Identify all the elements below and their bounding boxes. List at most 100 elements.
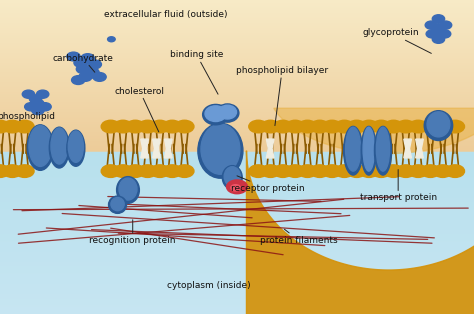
Circle shape	[150, 120, 169, 133]
Circle shape	[273, 120, 292, 133]
Ellipse shape	[117, 176, 139, 203]
Circle shape	[36, 90, 49, 98]
Circle shape	[0, 120, 9, 133]
Circle shape	[433, 120, 452, 133]
Text: phospholipid bilayer: phospholipid bilayer	[236, 66, 328, 126]
Circle shape	[335, 120, 354, 133]
Circle shape	[22, 90, 35, 98]
Circle shape	[323, 165, 342, 177]
Ellipse shape	[363, 127, 374, 171]
Ellipse shape	[109, 196, 127, 214]
Circle shape	[432, 15, 445, 23]
Ellipse shape	[376, 127, 390, 171]
Circle shape	[138, 165, 157, 177]
Circle shape	[93, 73, 106, 81]
Circle shape	[150, 165, 169, 177]
Circle shape	[32, 100, 44, 108]
Ellipse shape	[29, 126, 52, 166]
Circle shape	[76, 65, 90, 73]
Polygon shape	[141, 139, 148, 158]
Text: protein filaments: protein filaments	[260, 229, 337, 245]
Circle shape	[425, 21, 438, 29]
Polygon shape	[404, 139, 411, 158]
Circle shape	[298, 165, 317, 177]
Circle shape	[163, 165, 182, 177]
Circle shape	[298, 120, 317, 133]
Polygon shape	[416, 139, 423, 158]
Ellipse shape	[203, 104, 228, 125]
Circle shape	[286, 165, 305, 177]
Circle shape	[359, 165, 378, 177]
Circle shape	[86, 68, 99, 77]
Circle shape	[310, 165, 329, 177]
Circle shape	[396, 165, 415, 177]
Text: extracellular fluid (outside): extracellular fluid (outside)	[104, 10, 228, 19]
Ellipse shape	[346, 127, 361, 171]
Ellipse shape	[49, 127, 69, 168]
Circle shape	[15, 120, 34, 133]
Polygon shape	[246, 151, 474, 314]
Circle shape	[432, 26, 445, 34]
Circle shape	[175, 165, 194, 177]
Circle shape	[126, 120, 145, 133]
Circle shape	[81, 54, 94, 62]
Polygon shape	[273, 108, 474, 154]
Circle shape	[101, 120, 120, 133]
Ellipse shape	[27, 125, 53, 170]
Circle shape	[409, 120, 428, 133]
Polygon shape	[164, 139, 172, 158]
Circle shape	[446, 120, 465, 133]
Ellipse shape	[427, 112, 450, 137]
Circle shape	[32, 106, 44, 115]
Ellipse shape	[374, 126, 392, 175]
Ellipse shape	[111, 198, 124, 211]
Circle shape	[3, 165, 22, 177]
Ellipse shape	[219, 105, 237, 119]
Text: binding site: binding site	[170, 51, 223, 94]
Circle shape	[261, 120, 280, 133]
Circle shape	[273, 165, 292, 177]
Circle shape	[439, 21, 452, 29]
Circle shape	[384, 120, 403, 133]
Circle shape	[347, 120, 366, 133]
Ellipse shape	[216, 104, 239, 122]
Circle shape	[372, 165, 391, 177]
Circle shape	[249, 120, 268, 133]
Text: glycoprotein: glycoprotein	[363, 29, 431, 53]
Text: cholesterol: cholesterol	[115, 87, 165, 132]
Circle shape	[39, 103, 51, 111]
Circle shape	[359, 120, 378, 133]
Circle shape	[113, 165, 132, 177]
Circle shape	[138, 120, 157, 133]
Circle shape	[433, 165, 452, 177]
Ellipse shape	[424, 111, 453, 140]
Ellipse shape	[224, 167, 240, 186]
Circle shape	[163, 120, 182, 133]
Circle shape	[286, 120, 305, 133]
Ellipse shape	[222, 166, 242, 189]
Text: recognition protein: recognition protein	[90, 220, 176, 245]
Circle shape	[249, 165, 268, 177]
Circle shape	[384, 165, 403, 177]
Circle shape	[113, 120, 132, 133]
Ellipse shape	[51, 128, 68, 164]
Circle shape	[108, 37, 115, 42]
Circle shape	[409, 165, 428, 177]
Circle shape	[421, 165, 440, 177]
Circle shape	[323, 120, 342, 133]
Circle shape	[432, 35, 445, 43]
Circle shape	[372, 120, 391, 133]
Circle shape	[347, 165, 366, 177]
Circle shape	[74, 58, 87, 67]
Ellipse shape	[344, 126, 363, 175]
Ellipse shape	[201, 124, 240, 174]
Circle shape	[175, 120, 194, 133]
Circle shape	[67, 52, 80, 61]
Ellipse shape	[198, 123, 243, 178]
Ellipse shape	[119, 178, 137, 200]
Circle shape	[335, 165, 354, 177]
Circle shape	[88, 60, 101, 69]
Text: phospholipid: phospholipid	[0, 112, 55, 121]
Text: receptor protein: receptor protein	[231, 176, 305, 193]
Circle shape	[426, 30, 438, 38]
